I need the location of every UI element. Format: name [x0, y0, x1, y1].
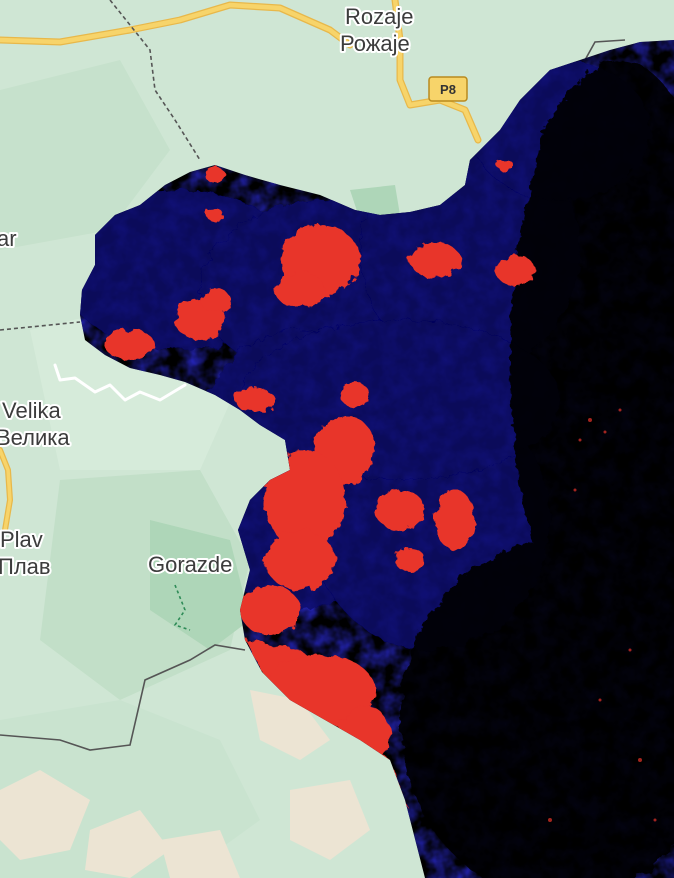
- label-gorazde: Gorazde: [148, 552, 232, 577]
- label-velika-latin: Velika: [2, 398, 61, 423]
- road-shield-label: P8: [440, 82, 456, 97]
- place-labels: Rozaje Рожаје ar Velika Велика Plav Плав…: [0, 2, 415, 581]
- label-plav-latin: Plav: [0, 527, 43, 552]
- label-ar-fragment: ar: [0, 226, 17, 251]
- label-rozaje-latin: Rozaje: [345, 4, 413, 29]
- label-plav-cyrillic: Плав: [0, 554, 51, 579]
- label-velika-cyrillic: Велика: [0, 425, 70, 450]
- borders: [0, 0, 626, 751]
- label-rozaje-cyrillic: Рожаје: [340, 31, 410, 56]
- road-shield-p8: P8: [428, 76, 468, 102]
- roads: [0, 0, 482, 533]
